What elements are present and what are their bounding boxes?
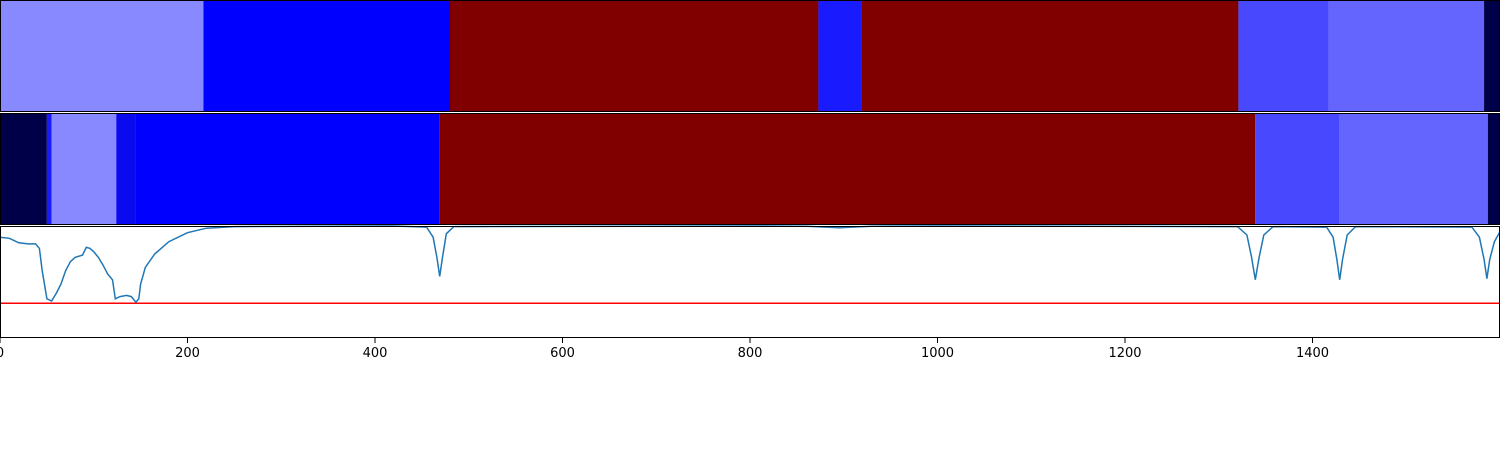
- heatmap-segment: [1328, 0, 1485, 112]
- x-tick-label: 0: [0, 346, 4, 361]
- heatmap-segment: [203, 0, 450, 112]
- heatmap-track-2: [0, 113, 1500, 225]
- heatmap-segment: [439, 113, 1256, 225]
- heatmap-segment: [818, 0, 862, 112]
- x-tick-label: 1000: [921, 346, 954, 361]
- heatmap-segment: [1255, 113, 1340, 225]
- heatmap-segment: [1484, 0, 1500, 112]
- heatmap-segment: [46, 113, 52, 225]
- x-axis: 0 200 400 600 800 1000 1200 1400: [0, 338, 1329, 361]
- signal-line: [0, 225, 1500, 304]
- heatmap-segment: [1238, 0, 1329, 112]
- heatmap-segment: [861, 0, 1239, 112]
- heatmap-segment: [135, 113, 440, 225]
- x-tick-label: 1200: [1108, 346, 1141, 361]
- heatmap-segment: [116, 113, 136, 225]
- heatmap-segment: [1339, 113, 1488, 225]
- heatmap-segment: [1487, 113, 1500, 225]
- heatmap-segment: [0, 0, 204, 112]
- heatmap-segment: [0, 113, 47, 225]
- line-panel-frame: [0, 226, 1500, 338]
- heatmap-segment: [450, 0, 819, 112]
- heatmap-segment: [51, 113, 117, 225]
- x-tick-label: 200: [175, 346, 200, 361]
- x-tick-label: 1400: [1296, 346, 1329, 361]
- heatmap-track-1: [0, 0, 1500, 112]
- line-panel: [0, 225, 1500, 305]
- x-tick-label: 600: [550, 346, 575, 361]
- x-tick-label: 800: [738, 346, 763, 361]
- x-tick-label: 400: [363, 346, 388, 361]
